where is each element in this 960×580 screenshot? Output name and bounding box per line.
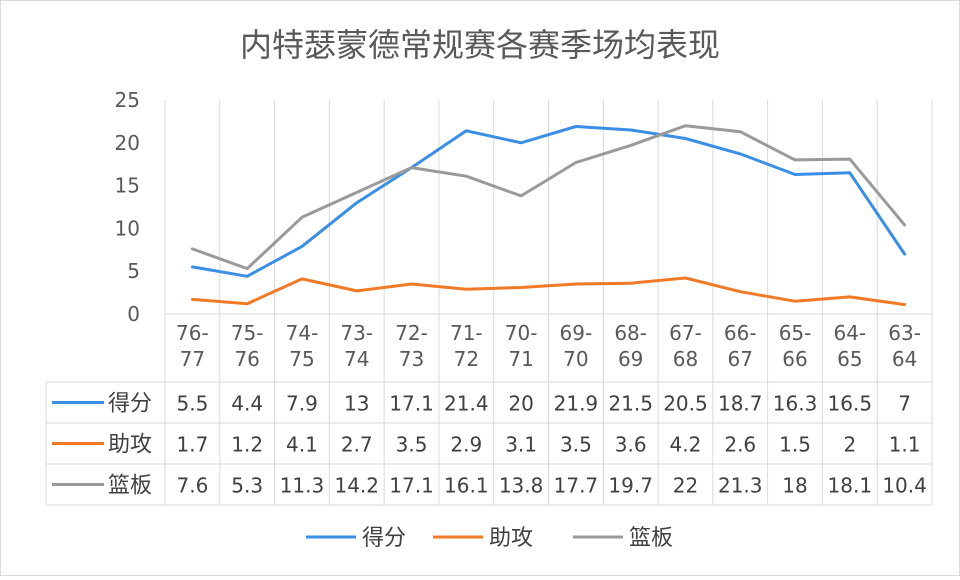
- table-cell: 21.9: [554, 392, 599, 416]
- table-cell: 18.1: [828, 474, 873, 498]
- table-cell: 7.6: [176, 474, 208, 498]
- table-cell: 4.1: [286, 433, 318, 457]
- legend-label: 助攻: [489, 526, 533, 551]
- table-cell: 1.7: [176, 433, 208, 457]
- table-cell: 3.1: [505, 433, 537, 457]
- table-cell: 21.5: [608, 392, 653, 416]
- legend-label: 篮板: [629, 526, 673, 551]
- table-cell: 16.1: [444, 474, 489, 498]
- y-tick-label: 25: [115, 88, 140, 112]
- table-cell: 2.9: [450, 433, 482, 457]
- table-cell: 20: [508, 392, 533, 416]
- table-cell: 1.5: [779, 433, 811, 457]
- table-cell: 1.1: [889, 433, 921, 457]
- table-cell: 22: [673, 474, 698, 498]
- chart-title: 内特瑟蒙德常规赛各赛季场均表现: [240, 26, 720, 64]
- table-cell: 21.3: [718, 474, 763, 498]
- table-cell: 1.2: [231, 433, 263, 457]
- table-cell: 16.5: [828, 392, 873, 416]
- table-cell: 18: [782, 474, 807, 498]
- table-cell: 10.4: [882, 474, 927, 498]
- table-cell: 2.7: [341, 433, 373, 457]
- table-cell: 3.6: [615, 433, 647, 457]
- table-cell: 13: [344, 392, 369, 416]
- table-cell: 13.8: [499, 474, 544, 498]
- table-cell: 4.4: [231, 392, 263, 416]
- y-tick-label: 15: [115, 174, 140, 198]
- table-cell: 16.3: [773, 392, 818, 416]
- table-row-label: 得分: [108, 392, 152, 417]
- table-cell: 17.1: [389, 392, 434, 416]
- table-row-label: 篮板: [108, 474, 152, 499]
- y-tick-label: 5: [127, 259, 140, 283]
- table-cell: 17.1: [389, 474, 434, 498]
- table-cell: 4.2: [670, 433, 702, 457]
- table-cell: 21.4: [444, 392, 489, 416]
- table-row-label: 助攻: [108, 433, 152, 458]
- table-cell: 5.5: [176, 392, 208, 416]
- table-cell: 14.2: [334, 474, 379, 498]
- legend-label: 得分: [362, 526, 406, 551]
- table-cell: 2.6: [724, 433, 756, 457]
- y-tick-label: 20: [115, 131, 140, 155]
- table-cell: 3.5: [560, 433, 592, 457]
- table-cell: 19.7: [608, 474, 653, 498]
- y-tick-label: 10: [115, 216, 140, 240]
- table-cell: 17.7: [554, 474, 599, 498]
- table-cell: 3.5: [396, 433, 428, 457]
- table-cell: 20.5: [663, 392, 708, 416]
- table-cell: 18.7: [718, 392, 763, 416]
- table-cell: 7: [898, 392, 911, 416]
- table-cell: 11.3: [280, 474, 325, 498]
- table-cell: 5.3: [231, 474, 263, 498]
- table-cell: 7.9: [286, 392, 318, 416]
- y-tick-label: 0: [127, 302, 140, 326]
- table-cell: 2: [843, 433, 856, 457]
